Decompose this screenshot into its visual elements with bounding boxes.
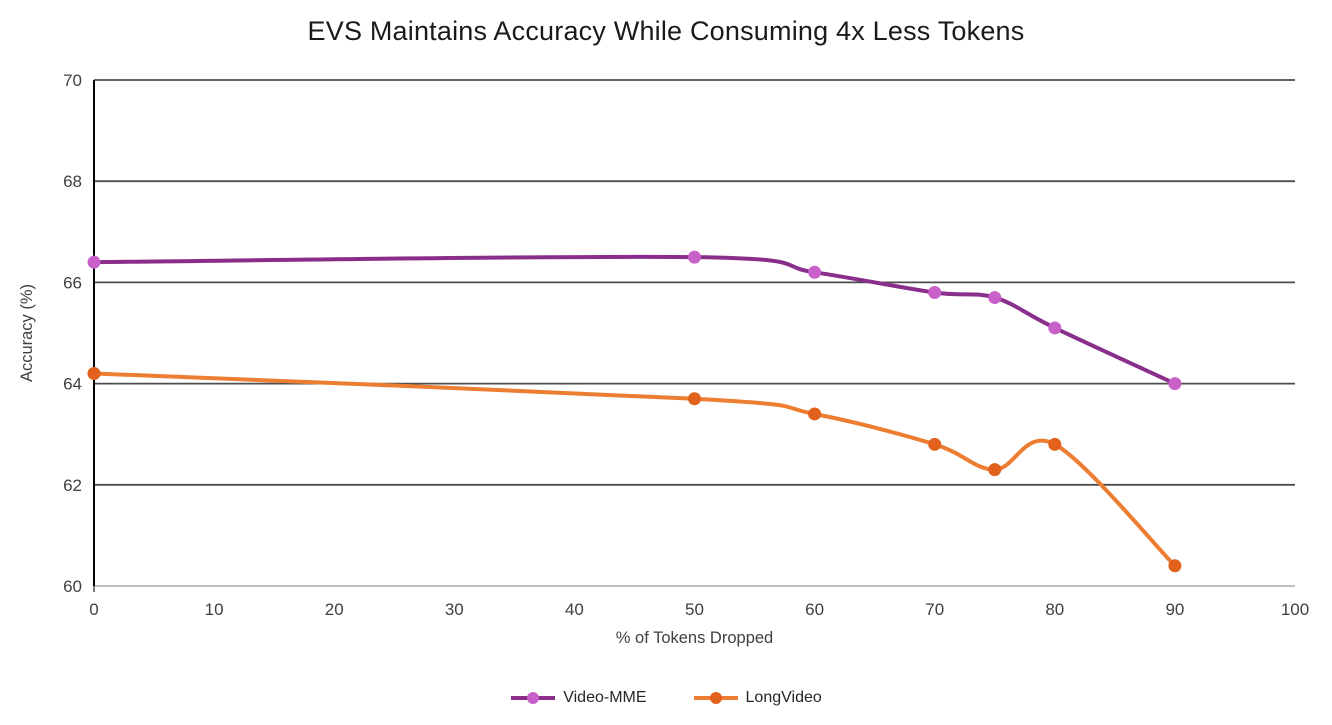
y-tick-label: 62 [63, 476, 82, 495]
legend-label: Video-MME [563, 689, 647, 706]
legend-marker-icon [693, 692, 738, 704]
legend-item-Video-MME: Video-MME [510, 689, 647, 707]
x-tick-label: 0 [89, 600, 98, 619]
data-point-Video-MME [808, 265, 822, 279]
data-point-LongVideo [808, 407, 822, 421]
x-tick-label: 10 [205, 600, 224, 619]
x-axis-title: % of Tokens Dropped [616, 629, 773, 647]
data-point-Video-MME [1048, 321, 1062, 335]
y-tick-label: 66 [63, 273, 82, 292]
data-point-LongVideo [1048, 437, 1062, 451]
data-point-LongVideo [1168, 559, 1182, 573]
data-point-Video-MME [988, 291, 1002, 305]
data-point-LongVideo [688, 392, 701, 406]
y-tick-label: 60 [63, 577, 82, 596]
x-tick-label: 50 [685, 600, 704, 619]
data-point-Video-MME [928, 286, 942, 300]
x-tick-label: 90 [1165, 600, 1184, 619]
y-tick-label: 68 [63, 172, 82, 191]
series-line-LongVideo [92, 371, 1177, 568]
data-point-Video-MME [1168, 377, 1182, 391]
legend-item-LongVideo: LongVideo [693, 689, 822, 707]
data-point-Video-MME [87, 255, 101, 269]
x-tick-label: 70 [925, 600, 944, 619]
x-tick-label: 80 [1045, 600, 1064, 619]
x-tick-label: 60 [805, 600, 824, 619]
y-tick-label: 64 [63, 375, 82, 394]
data-point-LongVideo [87, 366, 101, 380]
legend: Video-MME LongVideo [0, 689, 1332, 707]
data-point-LongVideo [928, 437, 942, 451]
chart-title: EVS Maintains Accuracy While Consuming 4… [307, 16, 1025, 46]
x-tick-label: 100 [1281, 600, 1309, 619]
data-point-Video-MME [688, 250, 701, 264]
x-tick-label: 40 [565, 600, 584, 619]
x-tick-label: 30 [445, 600, 464, 619]
legend-marker-icon [511, 692, 556, 704]
y-axis-title: Accuracy (%) [18, 284, 36, 382]
x-tick-label: 20 [325, 600, 344, 619]
y-tick-label: 70 [63, 71, 82, 90]
legend-label: LongVideo [745, 689, 822, 706]
data-point-LongVideo [988, 463, 1002, 477]
series-line-Video-MME [92, 254, 1177, 386]
